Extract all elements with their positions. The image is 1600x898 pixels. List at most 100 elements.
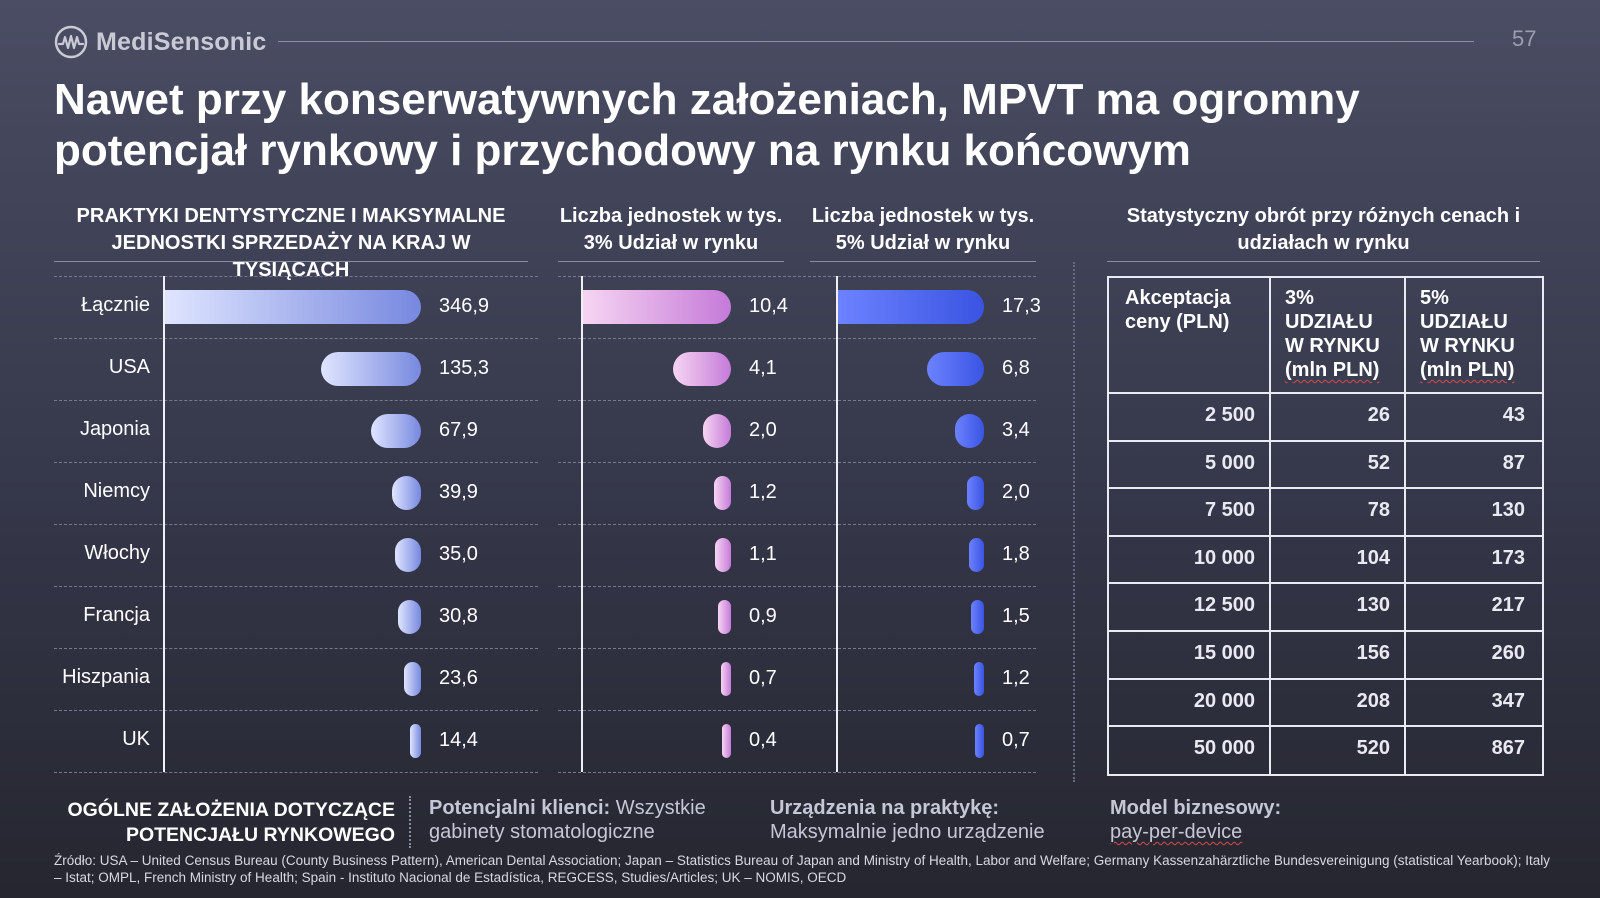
row-separator <box>54 338 538 339</box>
row-separator <box>54 400 538 401</box>
bar-value-label: 67,9 <box>439 419 478 441</box>
table-cell: 173 <box>1491 546 1525 569</box>
row-separator <box>54 462 538 463</box>
row-separator <box>558 338 1036 339</box>
bar <box>702 414 731 448</box>
bar-value-label: 1,8 <box>1002 543 1030 565</box>
bar-value-label: 2,0 <box>1002 481 1030 503</box>
share3-axis-line <box>581 276 583 772</box>
row-separator <box>558 772 1036 773</box>
table-cell: 26 <box>1367 404 1390 426</box>
table-cell: 130 <box>1491 499 1525 522</box>
country-label: USA <box>108 356 150 378</box>
country-label: Japonia <box>79 418 150 440</box>
table-cell: 87 <box>1502 451 1525 474</box>
row-separator <box>54 524 538 525</box>
country-label: Niemcy <box>83 480 150 502</box>
table-cell: 104 <box>1356 546 1390 569</box>
bar <box>410 724 421 758</box>
table-row-divider <box>1109 725 1542 728</box>
country-label: Hiszpania <box>62 666 150 688</box>
bar <box>713 476 731 510</box>
country-label: Łącznie <box>81 294 150 316</box>
share5-axis-line <box>836 276 838 772</box>
bar-value-label: 30,8 <box>439 605 478 627</box>
header-divider <box>278 41 1474 42</box>
bar-value-label: 23,6 <box>439 667 478 689</box>
bar-value-label: 35,0 <box>439 543 478 565</box>
turnover-table: Akceptacja ceny (PLN) 3% UDZIAŁU W RYNKU (ml… <box>1107 276 1544 776</box>
bar <box>672 352 731 386</box>
table-col-divider <box>1269 278 1271 774</box>
table-row-divider <box>1109 392 1542 394</box>
bar-value-label: 1,5 <box>1002 605 1030 627</box>
bar-value-label: 0,7 <box>1002 729 1030 751</box>
source-note: Źródło: USA – United Census Bureau (Coun… <box>54 853 1551 885</box>
table-row-divider <box>1109 630 1542 632</box>
bar <box>722 724 731 758</box>
row-separator <box>54 648 538 649</box>
country-label: Francja <box>83 604 150 626</box>
table-cell: 5 000 <box>1204 451 1255 474</box>
bar <box>838 290 984 324</box>
row-separator <box>558 524 1036 525</box>
table-cell: 43 <box>1502 404 1525 426</box>
bar-value-label: 39,9 <box>439 481 478 503</box>
bar <box>721 662 731 696</box>
table-row-divider <box>1109 677 1542 680</box>
table-cell: 10 000 <box>1193 546 1255 569</box>
bar-value-label: 346,9 <box>439 295 490 317</box>
bar <box>718 600 731 634</box>
ecg-circle-logo-icon <box>54 25 88 59</box>
table-header-share5: 5% UDZIAŁU W RYNKU (mln PLN) <box>1420 287 1515 381</box>
table-cell: 130 <box>1356 594 1390 617</box>
brand-name: MediSensonic <box>96 27 267 56</box>
section-divider <box>1073 262 1075 782</box>
turnover-header: Statystyczny obrót przy różnych cenach i… <box>1126 205 1521 254</box>
practices-header: PRAKTYKI DENTYSTYCZNE I MAKSYMALNE JEDNO… <box>76 205 506 281</box>
bar <box>926 352 984 386</box>
bar-value-label: 14,4 <box>439 729 478 751</box>
share5-header: Liczba jednostek w tys. 5% Udział w rynk… <box>811 205 1035 254</box>
row-separator <box>558 710 1036 711</box>
table-row-divider <box>1109 534 1542 537</box>
bar-value-label: 135,3 <box>439 357 490 379</box>
practices-header-rule <box>54 261 528 262</box>
assumptions-title: OGÓLNE ZAŁOŻENIA DOTYCZĄCE POTENCJAŁU RY… <box>67 799 395 846</box>
table-cell: 20 000 <box>1193 689 1255 712</box>
bar-value-label: 10,4 <box>749 295 788 317</box>
bar <box>967 476 984 510</box>
practices-axis-line <box>163 276 165 772</box>
table-cell: 208 <box>1356 689 1390 712</box>
turnover-header-rule <box>1107 261 1540 262</box>
assumption-model: Model biznesowy: pay-per-device <box>1110 797 1282 843</box>
assumption-devices: Urządzenia na praktykę: Maksymalnie jedn… <box>770 797 1045 843</box>
table-row-divider <box>1109 582 1542 585</box>
table-cell: 7 500 <box>1204 499 1255 522</box>
row-separator <box>54 772 538 773</box>
row-separator <box>54 710 538 711</box>
bar <box>955 414 984 448</box>
bar <box>968 538 984 572</box>
table-header-price: Akceptacja ceny (PLN) <box>1125 287 1231 333</box>
bar-value-label: 3,4 <box>1002 419 1030 441</box>
row-separator <box>558 276 1036 277</box>
table-cell: 15 000 <box>1193 642 1255 664</box>
table-cell: 52 <box>1367 451 1390 474</box>
table-col-divider <box>1404 278 1406 774</box>
bar-value-label: 0,7 <box>749 667 777 689</box>
bar-value-label: 1,1 <box>749 543 777 565</box>
table-cell: 217 <box>1491 594 1525 617</box>
bar-value-label: 6,8 <box>1002 357 1030 379</box>
bar-value-label: 1,2 <box>749 481 777 503</box>
row-separator <box>558 400 1036 401</box>
bar-value-label: 0,9 <box>749 605 777 627</box>
table-cell: 347 <box>1491 689 1525 712</box>
assumption-clients: Potencjalni klienci: Wszystkie gabinety … <box>429 797 706 843</box>
table-cell: 50 000 <box>1193 737 1255 760</box>
bar <box>973 662 984 696</box>
bar <box>971 600 984 634</box>
bar <box>583 290 731 324</box>
table-cell: 520 <box>1356 737 1390 760</box>
bar <box>321 352 421 386</box>
